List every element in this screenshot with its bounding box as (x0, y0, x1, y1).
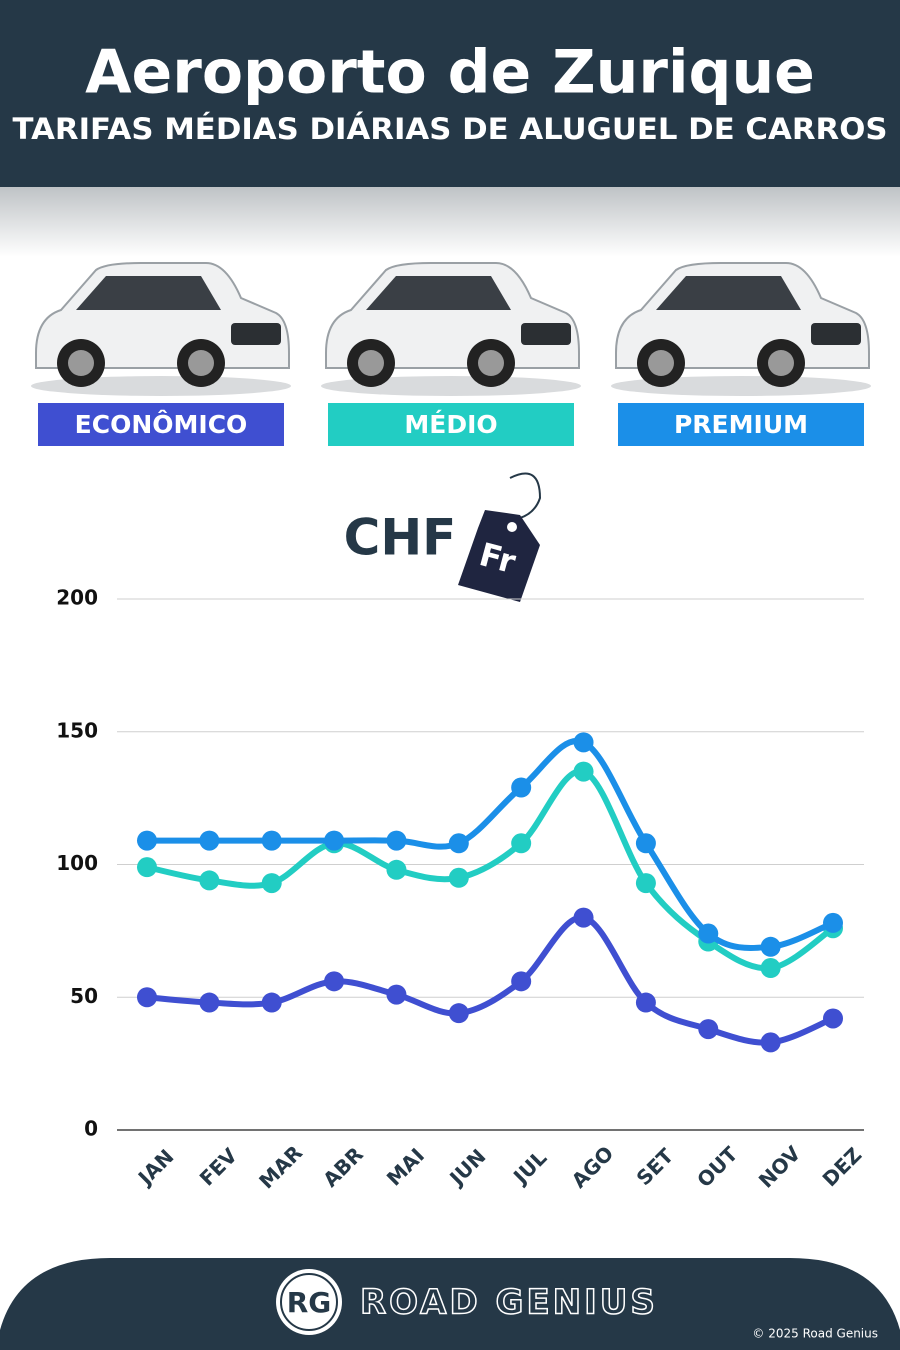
data-point (511, 777, 532, 798)
y-tick-label: 50 (70, 984, 98, 1008)
unit-label: CHF (344, 509, 457, 567)
data-point (386, 830, 407, 851)
data-point (386, 984, 407, 1005)
car-grille (231, 323, 281, 345)
data-point (635, 992, 656, 1013)
tag (458, 510, 540, 602)
footer (0, 1258, 900, 1350)
data-point (573, 732, 594, 753)
data-point (573, 761, 594, 782)
car-window (366, 276, 511, 310)
data-point (448, 1003, 469, 1024)
logo-circle (276, 1269, 342, 1335)
data-point (324, 971, 345, 992)
data-point (137, 857, 157, 878)
y-tick-label: 150 (56, 718, 98, 742)
data-point (511, 971, 532, 992)
car-rim (478, 350, 504, 376)
car-grille (811, 323, 861, 345)
car-rim (68, 350, 94, 376)
car-rim (358, 350, 384, 376)
data-point (137, 987, 157, 1008)
tag-hole (507, 522, 517, 532)
data-point (823, 912, 843, 933)
car-rim (768, 350, 794, 376)
price-tag: CHF Fr (344, 472, 542, 602)
data-point (261, 830, 282, 851)
data-point (760, 958, 781, 979)
car-illustrations: ECONÔMICO MÉDIO PREMIUM (31, 262, 871, 446)
logo-ring (280, 1273, 338, 1331)
tag-string (509, 472, 542, 519)
data-point (386, 859, 407, 880)
header-shadow (0, 187, 900, 257)
legend-box (328, 403, 574, 446)
data-point (448, 867, 469, 888)
car-window (656, 276, 801, 310)
car-grille (521, 323, 571, 345)
copyright: © 2025 Road Genius (752, 1327, 878, 1341)
y-tick-label: 100 (56, 851, 98, 875)
data-point (261, 992, 282, 1013)
header (0, 0, 900, 187)
data-point (698, 1019, 719, 1040)
car (31, 262, 291, 396)
y-tick-label: 0 (84, 1117, 98, 1141)
brand: ROAD GENIUS (360, 1283, 658, 1323)
subtitle: TARIFAS MÉDIAS DIÁRIAS DE ALUGUEL DE CAR… (13, 112, 888, 146)
data-point (635, 833, 656, 854)
legend-label: ECONÔMICO (75, 409, 248, 439)
data-point (261, 873, 282, 894)
legend-box (618, 403, 864, 446)
data-point (199, 992, 220, 1013)
legend-box (38, 403, 284, 446)
data-point (199, 830, 220, 851)
logo-text: RG (287, 1286, 332, 1319)
car-rim (188, 350, 214, 376)
y-tick-label: 200 (56, 586, 98, 610)
car (611, 262, 871, 396)
data-point (137, 830, 157, 851)
car-window (76, 276, 221, 310)
data-point (698, 923, 719, 944)
legend-label: MÉDIO (404, 410, 497, 439)
data-point (511, 833, 532, 854)
title: Aeroporto de Zurique (85, 38, 815, 108)
legend-label: PREMIUM (674, 410, 808, 439)
data-point (635, 873, 656, 894)
data-point (760, 936, 781, 957)
car (321, 262, 581, 396)
data-point (823, 1008, 843, 1029)
data-point (573, 907, 594, 928)
data-point (199, 870, 220, 891)
data-point (448, 833, 469, 854)
data-point (760, 1032, 781, 1053)
car-rim (648, 350, 674, 376)
data-point (324, 830, 345, 851)
